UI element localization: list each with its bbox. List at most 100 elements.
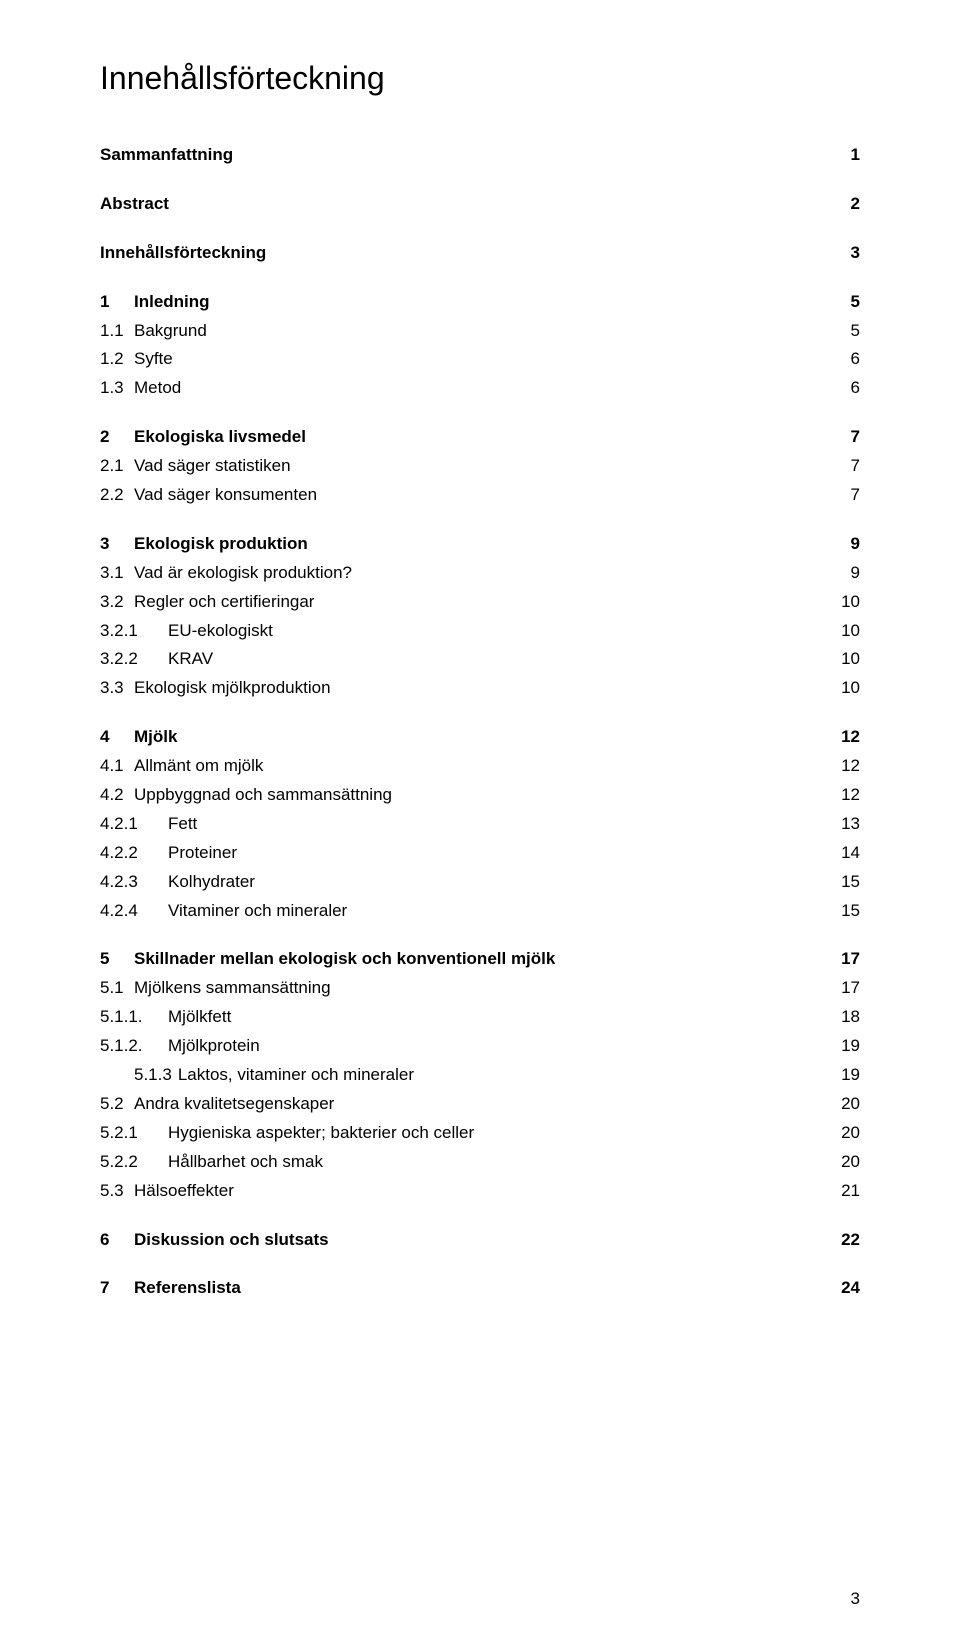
toc-entry-number: 1: [100, 288, 134, 317]
section-gap: [100, 268, 860, 288]
toc-entry-number: 1.2: [100, 345, 134, 374]
toc-entry-number: 3.2.1: [100, 617, 168, 646]
toc-row: 4.2.3Kolhydrater15: [100, 868, 860, 897]
toc-label: 5.1.3Laktos, vitaminer och mineraler: [100, 1061, 820, 1090]
toc-label: 5.2.2Hållbarhet och smak: [100, 1148, 820, 1177]
toc-entry-number: 4: [100, 723, 134, 752]
toc-row: 3.3Ekologisk mjölkproduktion10: [100, 674, 860, 703]
toc-entry-text: Vitaminer och mineraler: [168, 897, 347, 926]
toc-label: 6Diskussion och slutsats: [100, 1226, 820, 1255]
toc-entry-number: 1.1: [100, 317, 134, 346]
toc-entry-page: 10: [820, 588, 860, 617]
toc-entry-page: 9: [820, 530, 860, 559]
toc-label: 1.2Syfte: [100, 345, 820, 374]
footer-page-number: 3: [851, 1589, 860, 1609]
section-gap: [100, 925, 860, 945]
toc-row: 1.3Metod6: [100, 374, 860, 403]
toc-label: 3.2.1EU-ekologiskt: [100, 617, 820, 646]
toc-entry-text: Mjölk: [134, 723, 177, 752]
toc-entry-number: 1.3: [100, 374, 134, 403]
toc-row: 5.2.2Hållbarhet och smak20: [100, 1148, 860, 1177]
toc-entry-page: 17: [820, 974, 860, 1003]
toc-label: 4.2.2Proteiner: [100, 839, 820, 868]
toc-label: 5.1.1.Mjölkfett: [100, 1003, 820, 1032]
toc-label: 5.1Mjölkens sammansättning: [100, 974, 820, 1003]
toc-label: 7Referenslista: [100, 1274, 820, 1303]
toc-entry-page: 19: [820, 1061, 860, 1090]
toc-entry-page: 10: [820, 645, 860, 674]
toc-entry-number: 5.1.2.: [100, 1032, 168, 1061]
toc-entry-text: Ekologisk produktion: [134, 530, 308, 559]
toc-label: 3.2Regler och certifieringar: [100, 588, 820, 617]
toc-entry-number: 2.1: [100, 452, 134, 481]
toc-entry-number: 4.2.1: [100, 810, 168, 839]
toc-entry-text: Allmänt om mjölk: [134, 752, 263, 781]
toc-entry-page: 5: [820, 288, 860, 317]
toc-row: 3.2Regler och certifieringar10: [100, 588, 860, 617]
toc-entry-page: 21: [820, 1177, 860, 1206]
toc-row: 2.2Vad säger konsumenten7: [100, 481, 860, 510]
toc-label: 1.3Metod: [100, 374, 820, 403]
toc-entry-text: Diskussion och slutsats: [134, 1226, 329, 1255]
toc-entry-page: 12: [820, 723, 860, 752]
toc-row: 1.2Syfte6: [100, 345, 860, 374]
toc-entry-number: 4.2.3: [100, 868, 168, 897]
toc-entry-number: 4.1: [100, 752, 134, 781]
toc-row: 5.3Hälsoeffekter21: [100, 1177, 860, 1206]
toc-row: 1Inledning5: [100, 288, 860, 317]
toc-entry-page: 19: [820, 1032, 860, 1061]
toc-entry-number: 3.2.2: [100, 645, 168, 674]
toc-entry-number: 7: [100, 1274, 134, 1303]
document-page: Innehållsförteckning Sammanfattning 1 Abst…: [0, 0, 960, 1649]
toc-entry-page: 2: [820, 190, 860, 219]
toc-entry-text: Innehållsförteckning: [100, 239, 266, 268]
toc-entry-number: 2: [100, 423, 134, 452]
toc-row: 4.2Uppbyggnad och sammansättning12: [100, 781, 860, 810]
toc-entry-text: Regler och certifieringar: [134, 588, 314, 617]
toc-row: 3.1Vad är ekologisk produktion?9: [100, 559, 860, 588]
toc-entry-text: Vad säger statistiken: [134, 452, 291, 481]
toc-label: Sammanfattning: [100, 141, 820, 170]
toc-entry-number: 5.1.1.: [100, 1003, 168, 1032]
toc-row: 2Ekologiska livsmedel7: [100, 423, 860, 452]
toc-entry-number: 2.2: [100, 481, 134, 510]
toc-entry-number: 4.2: [100, 781, 134, 810]
toc-entry-text: Sammanfattning: [100, 141, 233, 170]
toc-entry-text: Hållbarhet och smak: [168, 1148, 323, 1177]
toc-entry-text: Mjölkens sammansättning: [134, 974, 331, 1003]
section-gap: [100, 170, 860, 190]
toc-row: 5.1.1.Mjölkfett18: [100, 1003, 860, 1032]
toc-entry-text: Abstract: [100, 190, 169, 219]
toc-entry-text: Vad säger konsumenten: [134, 481, 317, 510]
toc-entry-page: 14: [820, 839, 860, 868]
toc-label: 4.2.1Fett: [100, 810, 820, 839]
toc-entry-number: 4.2.2: [100, 839, 168, 868]
toc-label: 5.1.2.Mjölkprotein: [100, 1032, 820, 1061]
toc-entry-number: 3.2: [100, 588, 134, 617]
toc-label: 4.2Uppbyggnad och sammansättning: [100, 781, 820, 810]
toc-label: 2.1Vad säger statistiken: [100, 452, 820, 481]
toc-row: 4.2.1Fett13: [100, 810, 860, 839]
toc-entry-text: Metod: [134, 374, 181, 403]
toc-entry-text: Vad är ekologisk produktion?: [134, 559, 352, 588]
toc-entry-text: Referenslista: [134, 1274, 241, 1303]
toc-entry-text: Ekologiska livsmedel: [134, 423, 306, 452]
toc-row: 7Referenslista24: [100, 1274, 860, 1303]
toc-row: 5Skillnader mellan ekologisk och konvent…: [100, 945, 860, 974]
toc-row: Innehållsförteckning3: [100, 239, 860, 268]
toc-entry-text: Fett: [168, 810, 197, 839]
section-gap: [100, 219, 860, 239]
section-gap: [100, 1254, 860, 1274]
toc-entry-page: 17: [820, 945, 860, 974]
toc-entry-page: 20: [820, 1119, 860, 1148]
toc-entry-page: 6: [820, 345, 860, 374]
toc-label: 4.2.4Vitaminer och mineraler: [100, 897, 820, 926]
toc-entry-text: Bakgrund: [134, 317, 207, 346]
toc-entry-text: EU-ekologiskt: [168, 617, 273, 646]
toc-entry-page: 20: [820, 1090, 860, 1119]
toc-row: 5.1.2.Mjölkprotein19: [100, 1032, 860, 1061]
toc-entry-page: 15: [820, 868, 860, 897]
toc-label: 5.2Andra kvalitetsegenskaper: [100, 1090, 820, 1119]
toc-entry-page: 20: [820, 1148, 860, 1177]
toc-entry-text: KRAV: [168, 645, 213, 674]
